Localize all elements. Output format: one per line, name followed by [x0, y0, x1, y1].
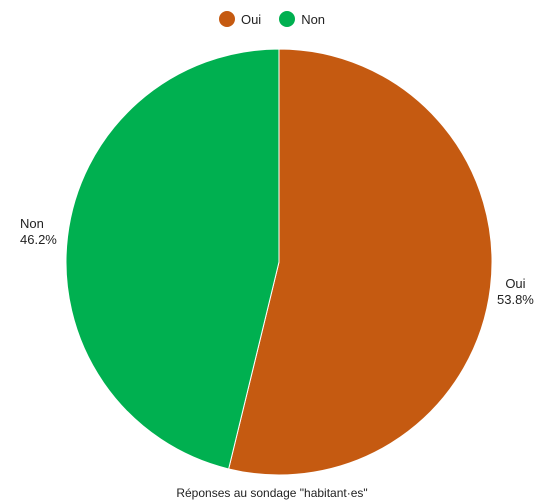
slice-label-non-value: 46.2% — [20, 232, 57, 247]
legend: Oui Non — [0, 8, 544, 30]
slice-label-oui-category: Oui — [505, 276, 526, 291]
legend-swatch-oui-icon — [218, 11, 235, 27]
pie-slices — [65, 48, 493, 476]
slice-label-oui-value: 53.8% — [497, 292, 534, 307]
legend-item-non[interactable]: Non — [279, 11, 325, 27]
slice-label-non-category: Non — [20, 216, 44, 231]
slice-label-oui: Oui 53.8% — [497, 276, 534, 308]
legend-label-oui: Oui — [240, 11, 262, 27]
x-axis-label: Réponses au sondage "habitant·es" — [176, 486, 368, 500]
legend-swatch-non-icon — [279, 11, 296, 27]
legend-item-oui[interactable]: Oui — [218, 11, 262, 27]
legend-label-non: Non — [301, 11, 326, 27]
pie-slice-oui[interactable] — [228, 48, 493, 476]
slice-label-non: Non 46.2% — [20, 216, 57, 248]
pie-slice-non[interactable] — [65, 48, 280, 470]
